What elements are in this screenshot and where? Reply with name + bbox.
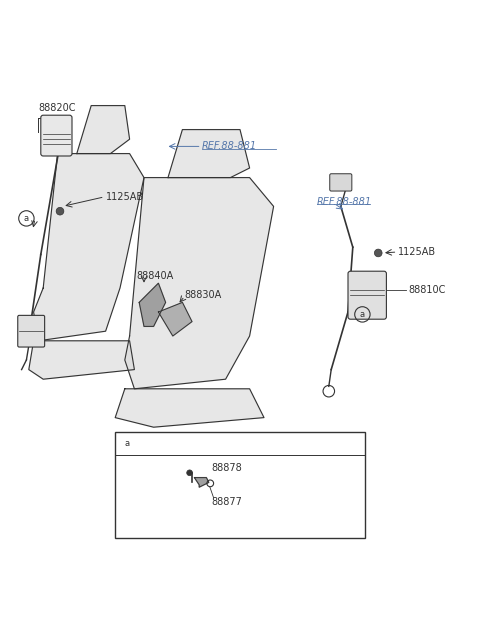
Text: 88830A: 88830A [185, 290, 222, 300]
FancyBboxPatch shape [18, 315, 45, 347]
Polygon shape [115, 389, 264, 427]
Text: 88878: 88878 [211, 463, 242, 473]
Text: 88840A: 88840A [137, 271, 174, 281]
Polygon shape [194, 477, 209, 487]
FancyBboxPatch shape [348, 271, 386, 319]
Text: 1125AB: 1125AB [106, 192, 144, 202]
Text: 88877: 88877 [211, 497, 242, 507]
Polygon shape [139, 283, 166, 326]
FancyBboxPatch shape [330, 173, 352, 191]
Circle shape [56, 207, 64, 215]
Polygon shape [34, 154, 144, 341]
Text: REF.88-881: REF.88-881 [317, 197, 372, 207]
Text: REF.88-881: REF.88-881 [202, 142, 257, 152]
Polygon shape [77, 105, 130, 154]
Circle shape [187, 470, 192, 475]
Text: 1125AB: 1125AB [398, 247, 436, 257]
Text: 88820C: 88820C [38, 103, 76, 113]
Text: a: a [24, 214, 29, 223]
Circle shape [374, 249, 382, 257]
Text: 88810C: 88810C [408, 285, 445, 295]
Text: a: a [125, 439, 130, 449]
Polygon shape [29, 341, 134, 379]
Polygon shape [125, 178, 274, 389]
Bar [115, 432, 365, 538]
Polygon shape [158, 303, 192, 336]
Text: a: a [360, 310, 365, 319]
Polygon shape [168, 130, 250, 178]
FancyBboxPatch shape [41, 115, 72, 156]
